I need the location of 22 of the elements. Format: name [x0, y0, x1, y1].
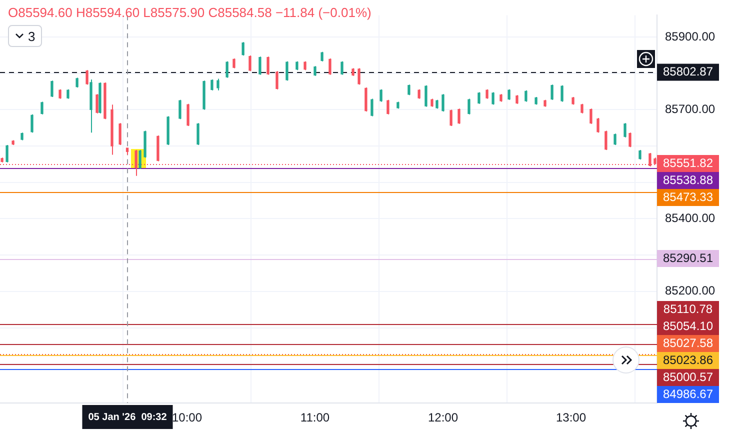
y-tick-label: 85400.00 — [665, 211, 716, 226]
y-tick-label: 85700.00 — [665, 102, 716, 116]
ref-line-label: 85110.78 — [663, 302, 713, 316]
ref-line-label: 85054.10 — [662, 318, 714, 333]
ref-line-label: 85000.57 — [662, 370, 714, 384]
ref-line-label: 85473.33 — [662, 190, 714, 204]
annotation: 3 — [28, 28, 36, 44]
ref-line-label: 84986.67 — [662, 386, 714, 401]
ref-line-label: 85290.51 — [662, 250, 714, 265]
ref-line-label: 85538.88 — [662, 172, 714, 187]
ref-line-label: 85551.82 — [662, 156, 714, 170]
text: 05 Jan '26 09:32 — [88, 412, 168, 423]
ref-line-label: 85023.86 — [662, 352, 714, 367]
ref-line-label: 85027.58 — [662, 336, 714, 350]
y-tick-label: 85900.00 — [665, 29, 716, 44]
x-tick-label: 10:00 — [172, 410, 202, 425]
ref-line-label: 85802.87 — [662, 64, 714, 79]
y-tick-label: 85200.00 — [665, 284, 716, 298]
chart-title: O85594.60 H85594.60 L85575.90 C85584.58 −11.84 (−0.01%) — [8, 5, 372, 20]
x-tick-label: 13:00 — [556, 410, 586, 425]
x-tick-label: 11:00 — [300, 410, 330, 425]
x-tick-label: 12:00 — [428, 410, 458, 425]
